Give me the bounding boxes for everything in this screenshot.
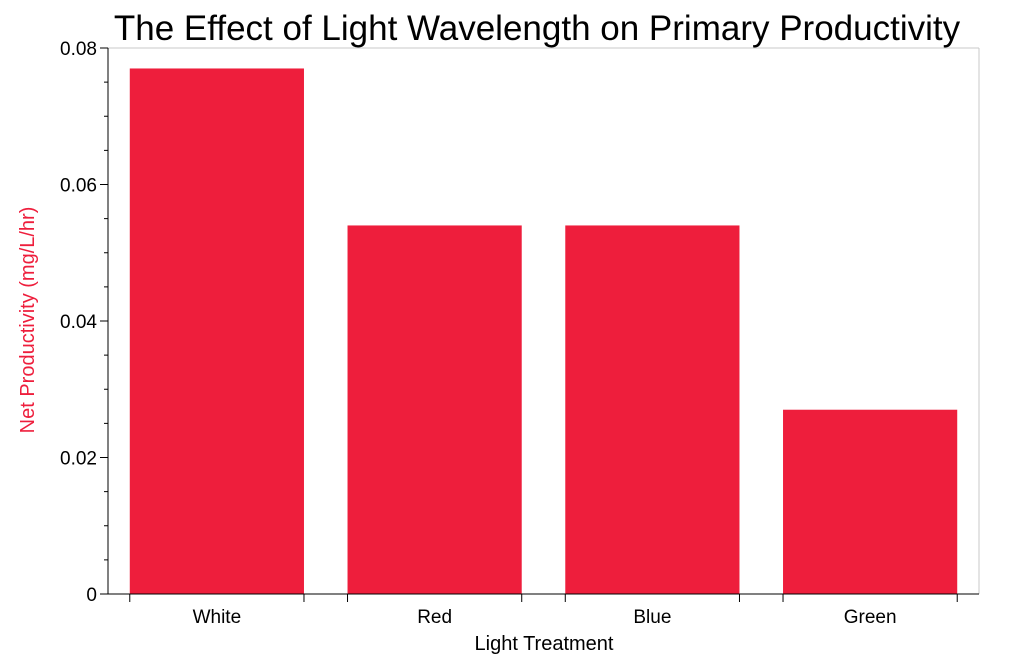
x-tick-label: Blue [633, 607, 671, 628]
y-axis-title: Net Productivity (mg/L/hr) [17, 207, 39, 434]
x-axis-title: Light Treatment [475, 633, 614, 655]
y-tick-label: 0.04 [60, 312, 97, 333]
bar-white [129, 68, 304, 595]
plot-frame [108, 47, 980, 594]
bar-blue [565, 225, 740, 594]
y-tick-label: 0.08 [60, 39, 97, 60]
chart-title: The Effect of Light Wavelength on Primar… [114, 9, 961, 48]
bars [129, 68, 958, 595]
x-tick-label: Green [844, 607, 897, 628]
x-tick-label: Red [417, 607, 452, 628]
x-axis-ticks: White Red Blue Green [129, 594, 958, 628]
bar-green [783, 409, 958, 594]
y-tick-label: 0 [86, 585, 97, 606]
y-tick-label: 0.06 [60, 176, 97, 197]
x-tick-label: White [193, 607, 242, 628]
bar-red [347, 225, 522, 594]
y-tick-label: 0.02 [60, 449, 97, 470]
y-axis-ticks: 0 0.02 0.04 0.06 0.08 [60, 39, 108, 606]
